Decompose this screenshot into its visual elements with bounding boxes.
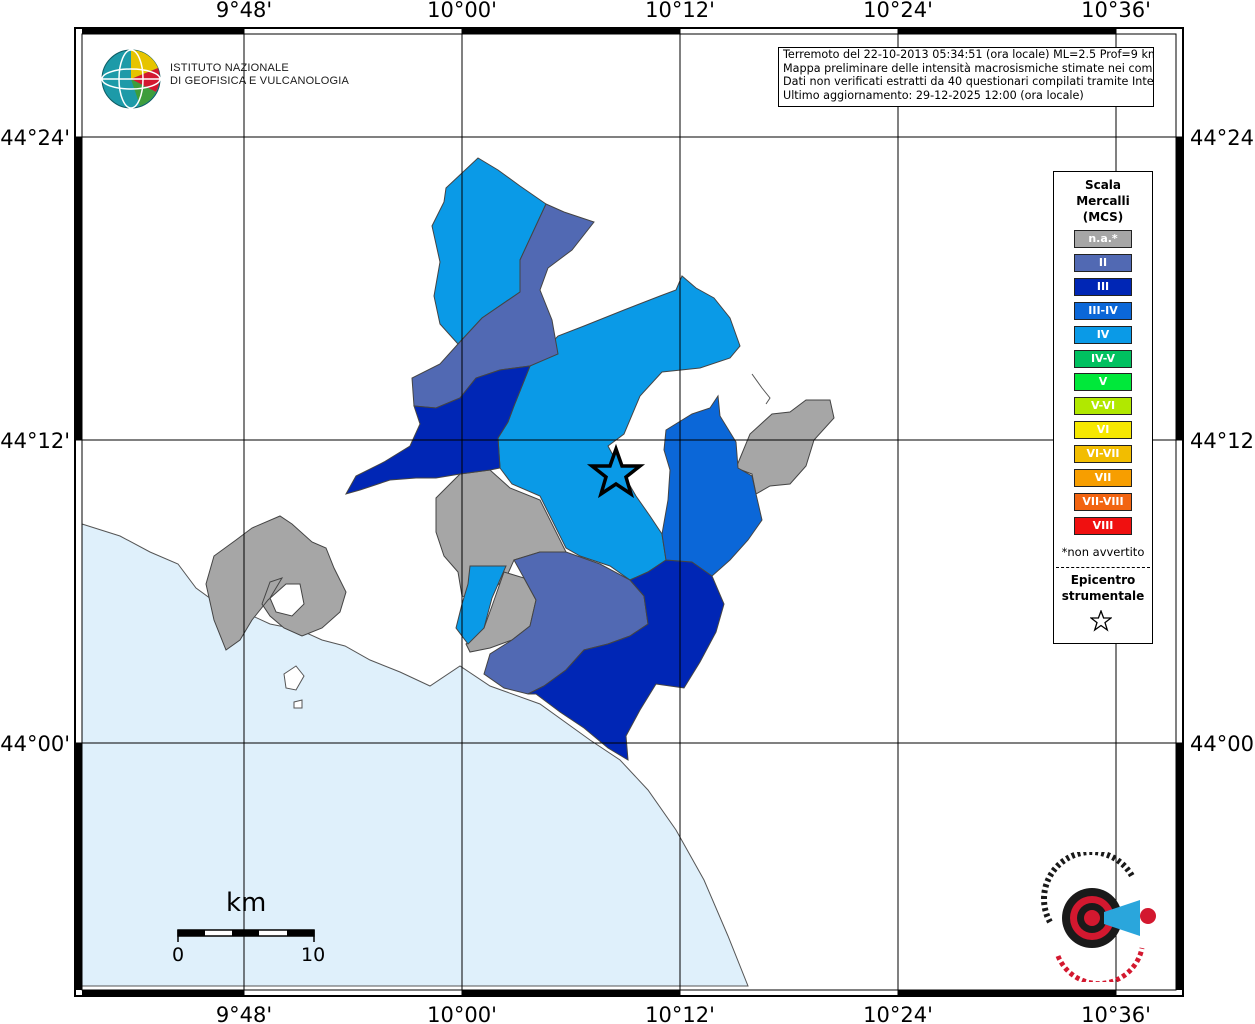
small-island	[283, 665, 305, 691]
event-info-line: Mappa preliminare delle intensità macros…	[783, 61, 1154, 75]
lon-tick-top: 10°24'	[863, 0, 933, 22]
region-na-east	[735, 399, 835, 495]
legend-swatch: V	[1074, 373, 1132, 392]
legend-swatch: VII-VIII	[1074, 492, 1132, 511]
map-frame	[74, 27, 1184, 997]
lat-tick-left: 44°12'	[0, 429, 70, 453]
lon-tick-top: 9°48'	[216, 0, 272, 22]
epicenter-star-icon	[586, 443, 646, 499]
legend-title-line: Scala	[1084, 178, 1122, 192]
lat-tick-left: 44°00'	[0, 732, 70, 756]
event-info-box: Terremoto del 22-10-2013 05:34:51 (ora l…	[778, 47, 1154, 107]
legend-swatch: IV-V	[1074, 349, 1132, 368]
lon-tick-top: 10°36'	[1081, 0, 1151, 22]
region-iii-west	[344, 365, 531, 495]
legend-swatch: II	[1074, 253, 1132, 272]
legend-title-line: (MCS)	[1082, 210, 1124, 224]
lon-tick-bottom: 10°24'	[863, 1003, 933, 1024]
event-info-line: Terremoto del 22-10-2013 05:34:51 (ora l…	[783, 48, 1154, 61]
legend-epicenter-label: Epicentro strumentale	[1054, 572, 1152, 604]
legend-star-icon	[1090, 610, 1112, 632]
small-island-2	[293, 699, 303, 709]
latitude-labels-right: 44°24' 44°12' 44°00'	[1190, 126, 1255, 756]
scale-bar	[177, 929, 315, 942]
longitude-labels-top: 9°48' 10°00' 10°12' 10°24' 10°36'	[216, 0, 1151, 22]
longitude-labels-bottom: 9°48' 10°00' 10°12' 10°24' 10°36'	[216, 1003, 1151, 1024]
region-iv-south	[455, 565, 507, 645]
lon-tick-top: 10°00'	[427, 0, 497, 22]
region-iii-iv-east	[661, 394, 763, 577]
legend-epicenter-line: strumentale	[1061, 589, 1145, 603]
legend-swatch: V-VI	[1074, 397, 1132, 416]
legend-swatch: III	[1074, 277, 1132, 296]
lon-tick-bottom: 9°48'	[216, 1003, 272, 1024]
lat-tick-right: 44°00'	[1190, 732, 1255, 756]
region-iii-south	[527, 559, 725, 761]
haisentito-logo-icon	[1041, 852, 1156, 982]
region-na-west	[205, 515, 347, 651]
lat-tick-right: 44°24'	[1190, 126, 1255, 150]
lat-tick-left: 44°24'	[0, 126, 70, 150]
latitude-labels-left: 44°24' 44°12' 44°00'	[0, 126, 70, 756]
event-info-line: Dati non verificati estratti da 40 quest…	[783, 75, 1154, 88]
graticule	[75, 28, 1183, 996]
scale-min: 0	[172, 944, 185, 966]
lon-tick-bottom: 10°12'	[645, 1003, 715, 1024]
institute-name: ISTITUTO NAZIONALE DI GEOFISICA E VULCAN…	[170, 62, 349, 88]
legend-note: *non avvertito	[1061, 545, 1145, 559]
event-info-line: Ultimo aggiornamento: 29-12-2025 12:00 (…	[783, 88, 1084, 102]
ingv-globe-icon	[101, 49, 161, 109]
legend-divider	[1056, 567, 1150, 568]
legend-swatch: VIII	[1074, 516, 1132, 535]
legend-title: Scala Mercalli (MCS)	[1054, 177, 1152, 225]
legend-swatch: VI-VII	[1074, 445, 1132, 464]
legend-swatch: VII	[1074, 469, 1132, 487]
legend-swatch: VI	[1074, 421, 1132, 440]
mcs-legend: Scala Mercalli (MCS) n.a.* II III III-IV IV I…	[1053, 171, 1153, 644]
coast-inlet	[751, 373, 771, 405]
legend-swatch: n.a.*	[1074, 230, 1132, 248]
institute-name-line2: DI GEOFISICA E VULCANOLOGIA	[170, 75, 349, 87]
scale-max: 10	[301, 944, 326, 966]
institute-name-line1: ISTITUTO NAZIONALE	[170, 62, 289, 74]
sea-area	[81, 523, 749, 987]
lon-tick-top: 10°12'	[645, 0, 715, 22]
lon-tick-bottom: 10°00'	[427, 1003, 497, 1024]
legend-swatch: IV	[1074, 325, 1132, 344]
lon-tick-bottom: 10°36'	[1081, 1003, 1151, 1024]
legend-swatch: III-IV	[1074, 301, 1132, 320]
legend-epicenter-line: Epicentro	[1070, 573, 1136, 587]
scale-unit: km	[226, 888, 267, 918]
legend-title-line: Mercalli	[1076, 194, 1130, 208]
lat-tick-right: 44°12'	[1190, 429, 1255, 453]
